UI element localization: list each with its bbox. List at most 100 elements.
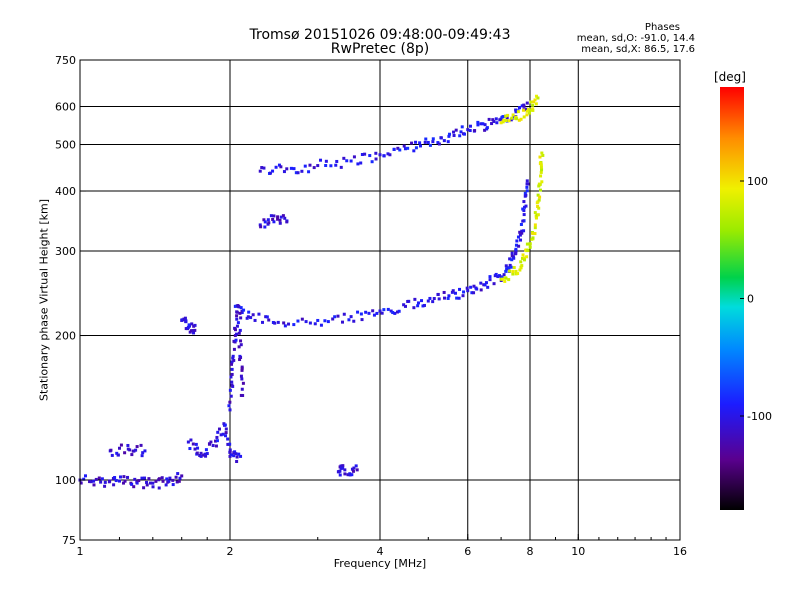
echo-point [236, 321, 240, 325]
echo-point [228, 442, 232, 446]
echo-point [238, 311, 242, 315]
echo-point [184, 319, 188, 323]
echo-point [479, 288, 483, 292]
echo-point [495, 121, 499, 125]
echo-point [518, 233, 522, 237]
echo-point [203, 452, 207, 456]
echo-point [431, 137, 435, 141]
echo-point [278, 221, 282, 225]
echo-point [526, 107, 530, 111]
echo-point [264, 315, 268, 319]
echo-point [296, 171, 300, 175]
echo-point [97, 476, 101, 480]
echo-point [510, 254, 514, 258]
echo-point [240, 367, 244, 371]
echo-point [339, 165, 343, 169]
echo-point [304, 320, 308, 324]
echo-point [193, 323, 197, 327]
echo-point [453, 291, 457, 295]
echo-point [267, 318, 271, 322]
echo-point [341, 466, 345, 470]
echo-point [126, 475, 130, 479]
echo-point [490, 122, 494, 126]
echo-point [533, 98, 537, 102]
echo-point [171, 478, 175, 482]
echo-point [531, 108, 535, 112]
echo-point [251, 313, 255, 317]
echo-point [537, 184, 541, 188]
echo-point [228, 408, 232, 412]
echo-point [335, 159, 339, 163]
echo-point [520, 264, 524, 268]
x-tick-label: 6 [464, 545, 471, 558]
echo-point [484, 281, 488, 285]
echo-point [267, 221, 271, 225]
echo-point [143, 449, 147, 453]
echo-point [413, 297, 417, 301]
echo-point [209, 440, 213, 444]
echo-point [238, 358, 242, 362]
echo-point [352, 466, 356, 470]
echo-point [508, 269, 512, 273]
echo-point [531, 103, 535, 107]
echo-point [407, 299, 411, 303]
echo-point [112, 483, 116, 487]
echo-point [424, 137, 428, 141]
echo-point [228, 448, 232, 452]
echo-point [512, 266, 516, 270]
echo-point [242, 308, 246, 312]
echo-point [230, 372, 234, 376]
echo-point [501, 115, 505, 119]
echo-point [343, 472, 347, 476]
echo-point [439, 136, 443, 140]
echo-point [455, 296, 459, 300]
echo-point [276, 217, 280, 221]
echo-point [531, 232, 535, 236]
echo-point [450, 290, 454, 294]
echo-point [525, 101, 529, 105]
echo-point [194, 442, 198, 446]
echo-point [517, 244, 521, 248]
echo-point [514, 247, 518, 251]
echo-point [350, 473, 354, 477]
echo-point [164, 483, 168, 487]
echo-point [388, 153, 392, 157]
echo-point [504, 119, 508, 123]
echo-point [285, 167, 289, 171]
stats-heading: Phases [644, 22, 680, 33]
echo-point [157, 477, 161, 481]
echo-point [226, 442, 230, 446]
echo-point [486, 285, 490, 289]
echo-point [437, 297, 441, 301]
echo-point [287, 322, 291, 326]
echo-point [519, 117, 523, 121]
echo-point [505, 267, 509, 271]
echo-point [457, 296, 461, 300]
echo-point [234, 338, 238, 342]
x-tick-label: 1 [77, 545, 84, 558]
echo-point [522, 213, 526, 217]
echo-point [215, 439, 219, 443]
echo-point [231, 354, 235, 358]
echo-point [391, 311, 395, 315]
echo-point [356, 310, 360, 314]
echo-point [223, 423, 227, 427]
echo-point [235, 460, 239, 464]
echo-point [192, 331, 196, 335]
echo-point [233, 340, 237, 344]
echo-point [109, 448, 113, 452]
echo-point [528, 111, 532, 115]
echo-point [426, 140, 430, 144]
echo-point [189, 329, 193, 333]
echo-point [514, 269, 518, 273]
echo-point [240, 309, 244, 313]
echo-point [375, 311, 379, 315]
echo-point [183, 316, 187, 320]
echo-point [525, 109, 529, 113]
echo-point [522, 200, 526, 204]
echo-point [189, 438, 193, 442]
echo-point [196, 446, 200, 450]
echo-point [442, 290, 446, 294]
echo-point [79, 481, 83, 485]
echo-point [333, 315, 337, 319]
